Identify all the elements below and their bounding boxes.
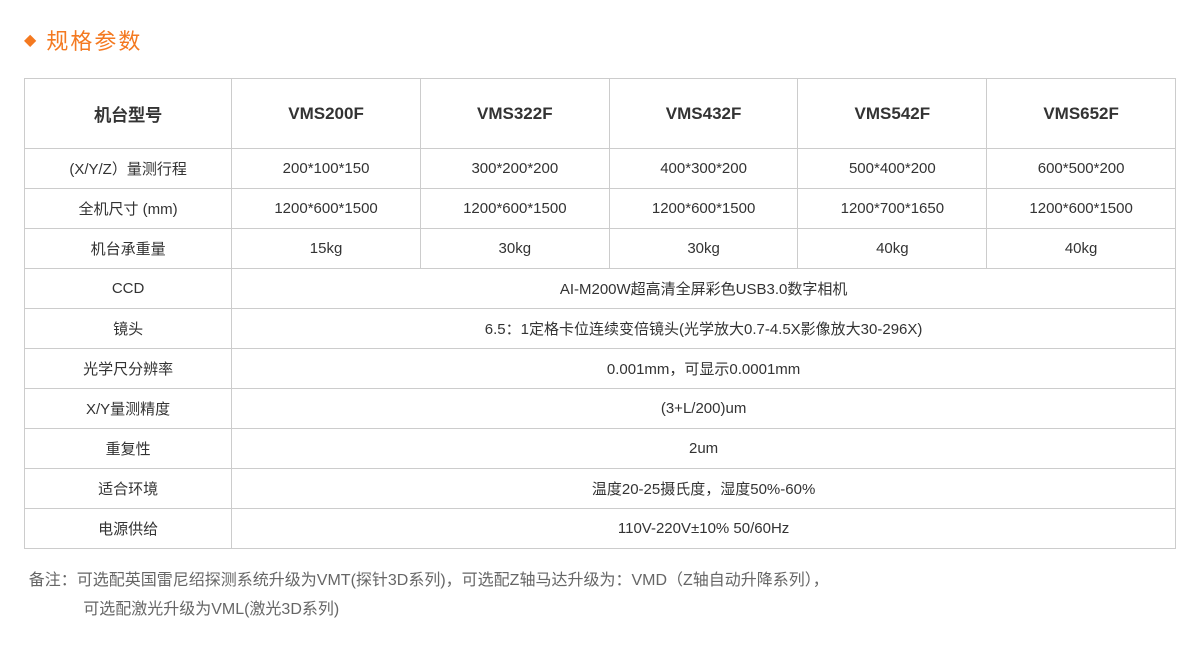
section-header: ◆ 规格参数 (24, 24, 1176, 56)
row-label: 重复性 (25, 429, 232, 469)
cell: 300*200*200 (420, 149, 609, 189)
cell: 1200*700*1650 (798, 189, 987, 229)
page-title: 规格参数 (46, 24, 142, 56)
cell: 400*300*200 (609, 149, 798, 189)
cell: 40kg (798, 229, 987, 269)
spanned-cell: 2um (232, 429, 1176, 469)
cell: 1200*600*1500 (232, 189, 421, 229)
table-row: X/Y量测精度 (3+L/200)um (25, 389, 1176, 429)
table-row: 电源供给 110V-220V±10% 50/60Hz (25, 509, 1176, 549)
row-label: 光学尺分辨率 (25, 349, 232, 389)
spanned-cell: 温度20-25摄氏度，湿度50%-60% (232, 469, 1176, 509)
spec-table: 机台型号 VMS200F VMS322F VMS432F VMS542F VMS… (24, 78, 1176, 549)
table-row: CCD AI-M200W超高清全屏彩色USB3.0数字相机 (25, 269, 1176, 309)
spanned-cell: (3+L/200)um (232, 389, 1176, 429)
row-label: 镜头 (25, 309, 232, 349)
cell: 200*100*150 (232, 149, 421, 189)
spanned-cell: 6.5：1定格卡位连续变倍镜头(光学放大0.7-4.5X影像放大30-296X) (232, 309, 1176, 349)
table-body: (X/Y/Z）量测行程 200*100*150 300*200*200 400*… (25, 149, 1176, 549)
spanned-cell: 110V-220V±10% 50/60Hz (232, 509, 1176, 549)
cell: 15kg (232, 229, 421, 269)
footnote-line2: 可选配激光升级为VML(激光3D系列) (29, 596, 1176, 625)
cell: 40kg (987, 229, 1176, 269)
cell: 1200*600*1500 (609, 189, 798, 229)
header-col: VMS652F (987, 79, 1176, 149)
cell: 1200*600*1500 (420, 189, 609, 229)
row-label: 全机尺寸 (mm) (25, 189, 232, 229)
table-row: 全机尺寸 (mm) 1200*600*1500 1200*600*1500 12… (25, 189, 1176, 229)
table-header-row: 机台型号 VMS200F VMS322F VMS432F VMS542F VMS… (25, 79, 1176, 149)
header-col: VMS322F (420, 79, 609, 149)
cell: 30kg (420, 229, 609, 269)
row-label: 机台承重量 (25, 229, 232, 269)
cell: 1200*600*1500 (987, 189, 1176, 229)
table-row: 机台承重量 15kg 30kg 30kg 40kg 40kg (25, 229, 1176, 269)
table-row: 重复性 2um (25, 429, 1176, 469)
table-row: 光学尺分辨率 0.001mm，可显示0.0001mm (25, 349, 1176, 389)
spanned-cell: AI-M200W超高清全屏彩色USB3.0数字相机 (232, 269, 1176, 309)
table-row: 镜头 6.5：1定格卡位连续变倍镜头(光学放大0.7-4.5X影像放大30-29… (25, 309, 1176, 349)
header-col: VMS542F (798, 79, 987, 149)
cell: 500*400*200 (798, 149, 987, 189)
footnote: 备注：可选配英国雷尼绍探测系统升级为VMT(探针3D系列)，可选配Z轴马达升级为… (24, 567, 1176, 625)
footnote-line1: 备注：可选配英国雷尼绍探测系统升级为VMT(探针3D系列)，可选配Z轴马达升级为… (29, 567, 1176, 596)
cell: 30kg (609, 229, 798, 269)
row-label: 电源供给 (25, 509, 232, 549)
row-label: CCD (25, 269, 232, 309)
bullet-icon: ◆ (24, 30, 36, 50)
table-row: 适合环境 温度20-25摄氏度，湿度50%-60% (25, 469, 1176, 509)
header-col: VMS432F (609, 79, 798, 149)
row-label: 适合环境 (25, 469, 232, 509)
header-label: 机台型号 (25, 79, 232, 149)
cell: 600*500*200 (987, 149, 1176, 189)
spanned-cell: 0.001mm，可显示0.0001mm (232, 349, 1176, 389)
row-label: X/Y量测精度 (25, 389, 232, 429)
table-row: (X/Y/Z）量测行程 200*100*150 300*200*200 400*… (25, 149, 1176, 189)
header-col: VMS200F (232, 79, 421, 149)
row-label: (X/Y/Z）量测行程 (25, 149, 232, 189)
